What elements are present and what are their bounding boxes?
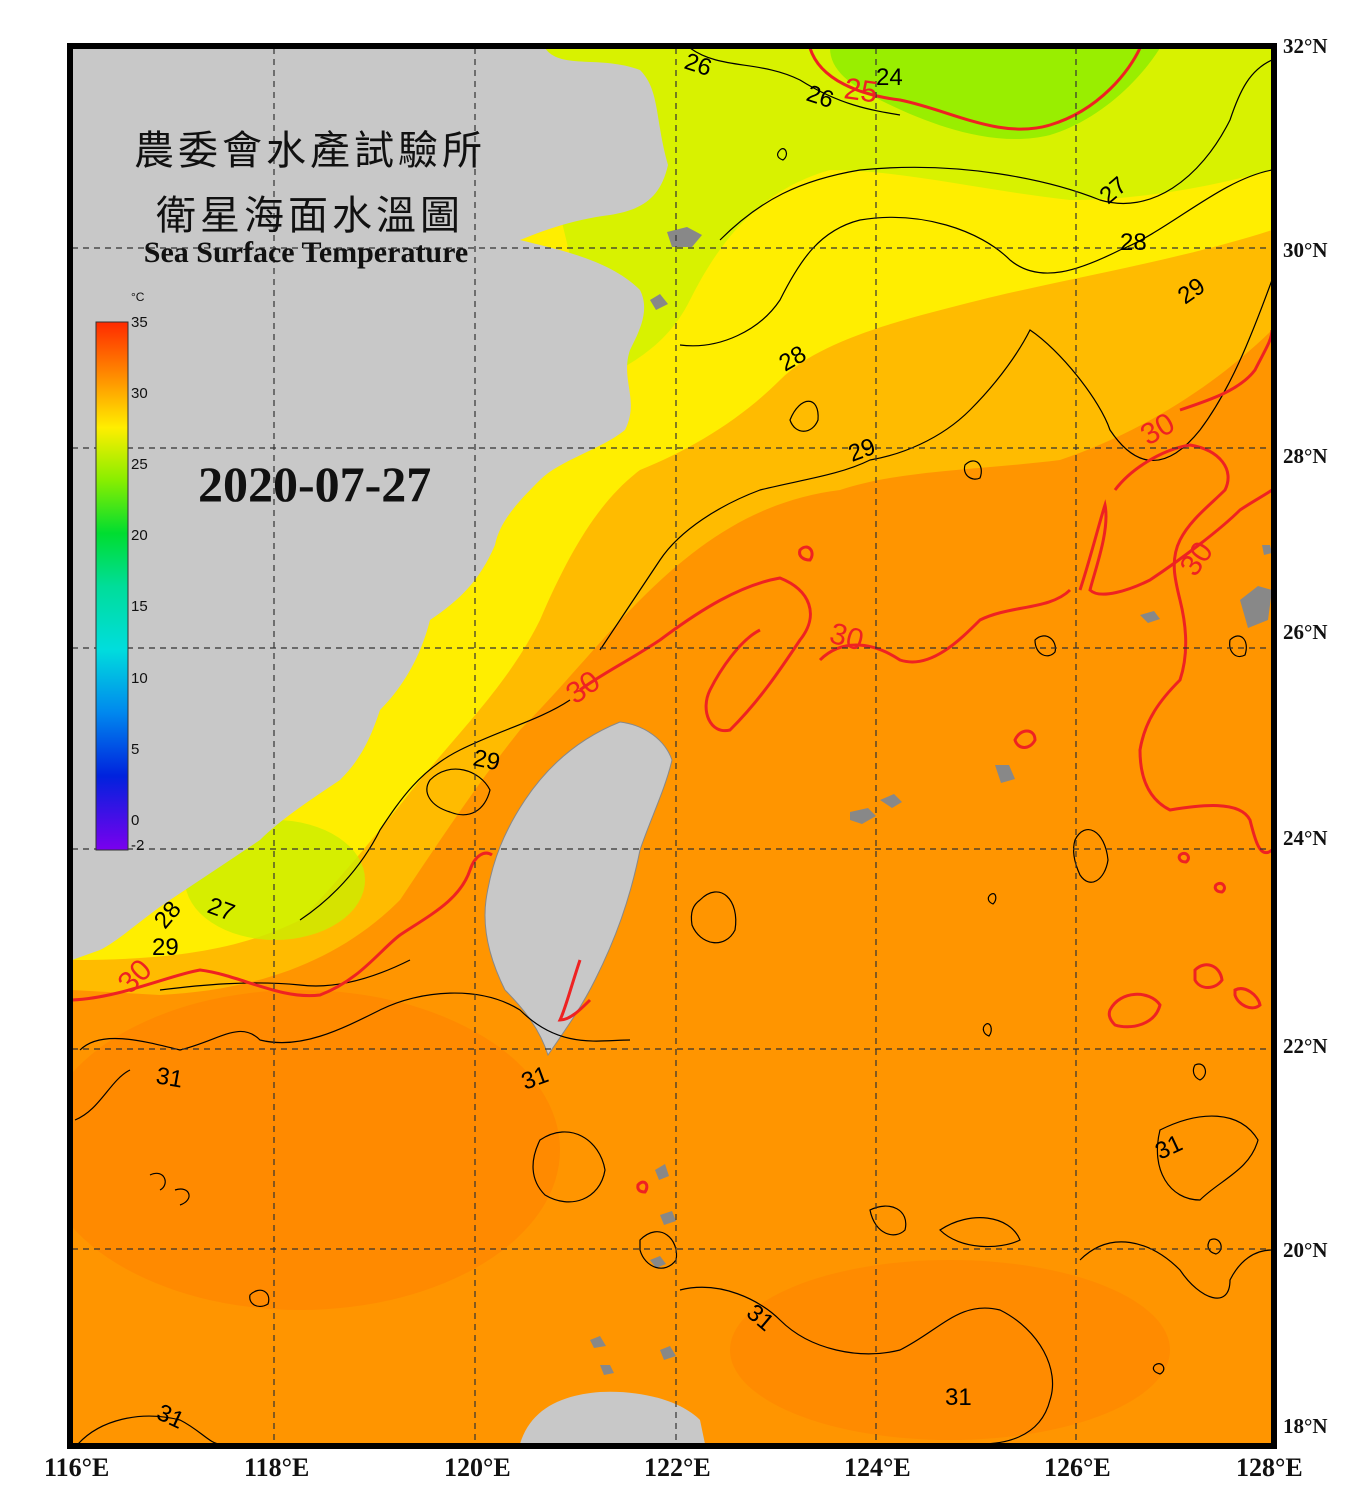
- lat-label: 22°N: [1283, 1034, 1328, 1058]
- contour-label: 25: [842, 72, 880, 109]
- contour-label: 29: [471, 744, 503, 776]
- lat-label: 26°N: [1283, 620, 1328, 644]
- title-english: Sea Surface Temperature: [143, 236, 469, 269]
- contours-red: [72, 48, 1272, 1194]
- colorbar-tick: -2: [131, 837, 145, 854]
- lat-label: 28°N: [1283, 444, 1328, 468]
- lon-label: 126°E: [1044, 1453, 1111, 1482]
- contours-black: [74, 48, 1272, 1444]
- land-taiwan: [484, 721, 673, 1057]
- sea-band-27: [520, 48, 1272, 380]
- lat-label: 18°N: [1283, 1414, 1328, 1438]
- colorbar-tick: 35: [131, 314, 148, 331]
- land-china: [72, 48, 668, 960]
- contour-label: 24: [876, 64, 903, 91]
- colorbar-unit: °C: [131, 290, 145, 304]
- lon-label: 120°E: [444, 1453, 511, 1482]
- lon-label: 124°E: [844, 1453, 911, 1482]
- cold-patch-24: [830, 48, 1160, 140]
- lon-label: 116°E: [44, 1453, 110, 1482]
- lon-label: 122°E: [644, 1453, 711, 1482]
- graticule: [72, 48, 1272, 1444]
- lat-label: 30°N: [1283, 238, 1328, 262]
- warm-pocket: [730, 1260, 1170, 1440]
- contour-label: 31: [945, 1384, 972, 1411]
- land-luzon: [520, 1391, 705, 1444]
- lon-label: 128°E: [1236, 1453, 1303, 1482]
- date-label: 2020-07-27: [198, 456, 432, 512]
- lon-label: 118°E: [244, 1453, 310, 1482]
- colorbar-tick: 10: [131, 670, 148, 687]
- colorbar-tick: 0: [131, 812, 140, 829]
- lat-label: 32°N: [1283, 34, 1328, 58]
- colorbar-tick: 30: [131, 385, 148, 402]
- colorbar-tick: 15: [131, 598, 148, 615]
- colorbar-tick: 5: [131, 741, 140, 758]
- title-chinese-line1: 農委會水產試驗所: [134, 128, 486, 174]
- lat-label: 20°N: [1283, 1238, 1328, 1262]
- warm-pocket: [72, 990, 560, 1310]
- colorbar: [95, 321, 129, 851]
- lat-label: 24°N: [1283, 826, 1328, 850]
- contour-label: 28: [1120, 229, 1147, 256]
- title-chinese-line2: 衛星海面水溫圖: [156, 193, 464, 239]
- contour-label: 29: [152, 934, 179, 961]
- contour-label: 31: [154, 1062, 185, 1093]
- map-frame: [67, 43, 1277, 1449]
- colorbar-tick: 25: [131, 456, 148, 473]
- small-islands: [590, 227, 1272, 1375]
- colorbar-tick: 20: [131, 527, 148, 544]
